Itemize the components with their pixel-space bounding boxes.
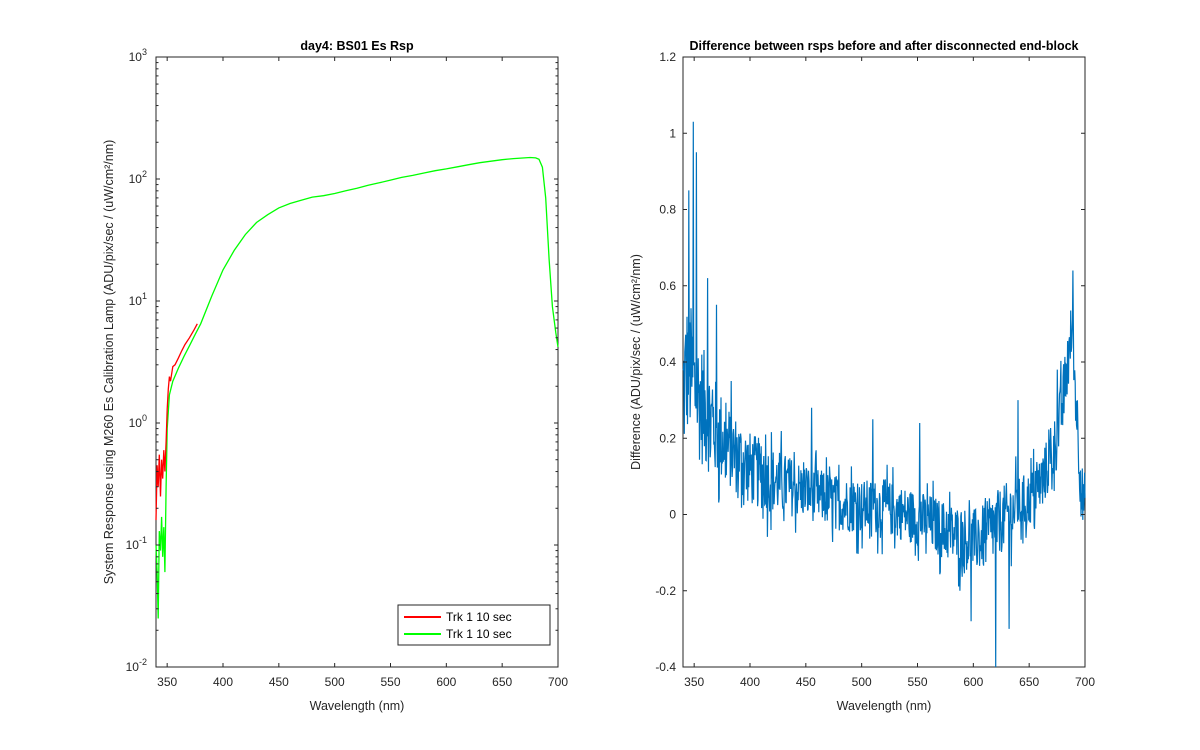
right-chart-title: Difference between rsps before and after… bbox=[690, 39, 1079, 53]
x-tick-label: 700 bbox=[548, 675, 568, 689]
x-tick-label: 600 bbox=[436, 675, 456, 689]
x-tick-label: 550 bbox=[380, 675, 400, 689]
y-tick-label: 0.8 bbox=[659, 203, 676, 217]
left-x-ticks: 350 400 450 500 550 600 650 700 bbox=[157, 57, 568, 689]
difference-line bbox=[682, 121, 1086, 668]
right-data-lines bbox=[682, 121, 1086, 668]
y-tick-label: 0.4 bbox=[659, 355, 676, 369]
x-tick-label: 650 bbox=[492, 675, 512, 689]
series-line-1 bbox=[155, 156, 559, 619]
y-tick-label: 0 bbox=[669, 508, 676, 522]
x-tick-label: 350 bbox=[157, 675, 177, 689]
y-tick-label: 10-1 bbox=[126, 535, 147, 552]
right-y-ticks: -0.4 -0.2 0 0.2 0.4 0.6 0.8 1 1.2 bbox=[655, 50, 1085, 674]
y-tick-label: 1.2 bbox=[659, 50, 676, 64]
y-tick-label: 100 bbox=[129, 413, 147, 430]
left-chart-title: day4: BS01 Es Rsp bbox=[300, 39, 414, 53]
y-tick-label: 101 bbox=[129, 291, 147, 308]
legend-box bbox=[397, 604, 551, 646]
y-tick-label: 0.2 bbox=[659, 431, 676, 445]
y-tick-label: 10-2 bbox=[126, 657, 147, 674]
left-data-lines bbox=[155, 156, 559, 619]
series-line-0 bbox=[155, 323, 198, 521]
legend-label-red: Trk 1 10 sec bbox=[446, 610, 512, 624]
right-plot-area bbox=[682, 56, 1086, 668]
left-x-axis-label: Wavelength (nm) bbox=[310, 699, 405, 713]
y-tick-label: 103 bbox=[129, 47, 147, 64]
x-tick-label: 550 bbox=[907, 675, 927, 689]
left-plot: 350 400 450 500 550 600 650 700 10-210-11001011… bbox=[102, 39, 568, 713]
x-tick-label: 450 bbox=[269, 675, 289, 689]
left-y-ticks: 10-2 10-1 100 101 102 103 bbox=[126, 47, 558, 674]
left-plot-area bbox=[155, 56, 559, 668]
legend-label-green: Trk 1 10 sec bbox=[446, 627, 512, 641]
y-tick-label: -0.2 bbox=[655, 584, 676, 598]
left-legend: Trk 1 10 sec Trk 1 10 sec bbox=[397, 604, 551, 646]
y-tick-label: 1 bbox=[669, 126, 676, 140]
y-tick-label: -0.4 bbox=[655, 660, 676, 674]
y-tick-label: 102 bbox=[129, 169, 147, 186]
x-tick-label: 400 bbox=[213, 675, 233, 689]
x-tick-label: 450 bbox=[796, 675, 816, 689]
right-x-axis-label: Wavelength (nm) bbox=[837, 699, 932, 713]
x-tick-label: 500 bbox=[325, 675, 345, 689]
right-y-axis-label: Difference (ADU/pix/sec / (uW/cm²/nm) bbox=[629, 254, 643, 470]
x-tick-label: 600 bbox=[963, 675, 983, 689]
y-tick-label: 0.6 bbox=[659, 279, 676, 293]
left-y-axis-label: System Response using M260 Es Calibratio… bbox=[102, 140, 116, 585]
x-tick-label: 700 bbox=[1075, 675, 1095, 689]
right-plot: 350 400 450 500 550 600 650 700 -0.4 -0.2 0 0.2 0.4… bbox=[629, 39, 1095, 713]
x-tick-label: 650 bbox=[1019, 675, 1039, 689]
x-tick-label: 500 bbox=[852, 675, 872, 689]
x-tick-label: 350 bbox=[684, 675, 704, 689]
x-tick-label: 400 bbox=[740, 675, 760, 689]
right-x-ticks: 350 400 450 500 550 600 650 700 bbox=[684, 57, 1095, 689]
